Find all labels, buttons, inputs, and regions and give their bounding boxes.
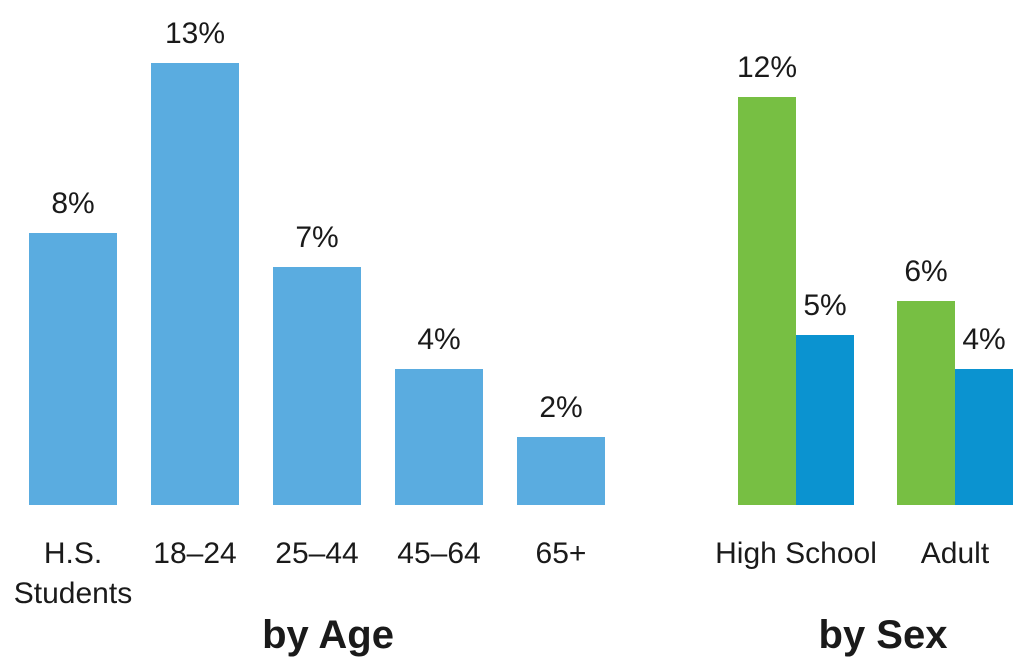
age-category-label: 45–64 <box>397 537 480 570</box>
age-value-label: 13% <box>165 17 225 50</box>
sex-bar <box>897 301 955 505</box>
age-value-label: 7% <box>295 221 338 254</box>
age-category-label: H.S. <box>44 537 102 570</box>
sex-category-label: High School <box>715 537 877 570</box>
age-bar <box>151 63 239 505</box>
age-category-label: 65+ <box>536 537 587 570</box>
sex-bar <box>955 369 1013 505</box>
sex-value-label: 12% <box>737 51 797 84</box>
age-category-label: 18–24 <box>153 537 236 570</box>
age-value-label: 8% <box>51 187 94 220</box>
sex-value-label: 6% <box>904 255 947 288</box>
sex-chart: 12% 5% 6% 4% High School Adult by Sex <box>715 51 1013 657</box>
age-bars <box>29 63 605 505</box>
sex-bar <box>738 97 796 505</box>
sex-value-label: 5% <box>803 289 846 322</box>
sex-category-label: Adult <box>921 537 990 570</box>
sex-bars <box>738 97 1013 505</box>
age-bar <box>517 437 605 505</box>
age-category-labels: H.S. Students 18–24 25–44 45–64 65+ <box>14 537 587 610</box>
age-bar <box>395 369 483 505</box>
sex-value-label: 4% <box>962 323 1005 356</box>
age-value-labels: 8% 13% 7% 4% 2% <box>51 17 582 424</box>
age-bar <box>29 233 117 505</box>
sex-subtitle: by Sex <box>819 613 948 657</box>
sex-bar <box>796 335 854 505</box>
sex-category-labels: High School Adult <box>715 537 990 570</box>
age-bar <box>273 267 361 505</box>
age-category-label: Students <box>14 577 132 610</box>
age-value-label: 4% <box>417 323 460 356</box>
age-chart: 8% 13% 7% 4% 2% H.S. Students 18–24 25–44 45–64 6… <box>14 17 605 657</box>
sex-value-labels: 12% 5% 6% 4% <box>737 51 1006 356</box>
age-subtitle: by Age <box>262 613 394 657</box>
age-category-label: 25–44 <box>275 537 358 570</box>
age-value-label: 2% <box>539 391 582 424</box>
